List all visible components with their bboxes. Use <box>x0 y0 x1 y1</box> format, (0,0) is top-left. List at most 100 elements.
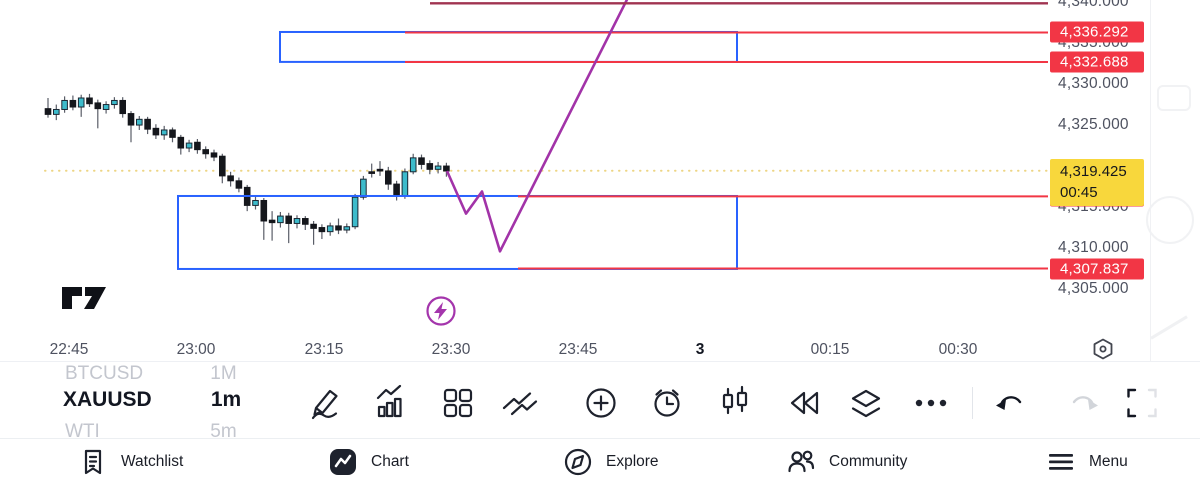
replay-button[interactable] <box>779 381 823 425</box>
candle-body <box>351 196 359 228</box>
candle-body <box>318 227 326 233</box>
candle-body <box>293 218 301 224</box>
symbol-row-xauusd[interactable]: XAUUSD 1m <box>63 388 241 412</box>
alert-button[interactable] <box>645 381 689 425</box>
explore-icon <box>564 448 592 476</box>
drawing-rectangle[interactable] <box>279 30 738 63</box>
time-label: 00:15 <box>810 341 850 358</box>
candle-body <box>443 165 450 172</box>
candle-body <box>326 225 334 233</box>
candle-body <box>360 178 367 198</box>
current-price-label[interactable]: 4,319.425 00:45 <box>1050 158 1144 206</box>
nav-label: Menu <box>1089 453 1128 470</box>
candle-body <box>268 219 276 224</box>
undo-button[interactable] <box>991 381 1035 425</box>
candle-body <box>119 99 127 115</box>
candle-body <box>102 104 110 110</box>
chart-canvas[interactable] <box>0 0 1200 362</box>
add-button[interactable] <box>579 381 623 425</box>
plus-circle-icon <box>586 388 616 418</box>
draw-button[interactable] <box>305 381 349 425</box>
candle-body <box>376 168 384 172</box>
nav-label: Watchlist <box>121 453 184 470</box>
price-tick: 4,325.000 <box>1058 116 1129 134</box>
nav-chart[interactable]: Chart <box>328 439 409 484</box>
candle-body <box>409 157 417 173</box>
candle-body <box>194 141 201 151</box>
fullscreen-icon <box>1127 388 1157 418</box>
candle-body <box>185 142 193 149</box>
candle-body <box>210 152 218 158</box>
trend-zigzag-line[interactable] <box>445 0 629 253</box>
watchlist-icon <box>84 449 102 475</box>
nav-community[interactable]: Community <box>786 439 907 484</box>
indicators-button[interactable] <box>370 381 414 425</box>
fullscreen-button[interactable] <box>1120 381 1164 425</box>
nav-label: Chart <box>371 453 409 470</box>
layout-grid-button[interactable] <box>436 381 480 425</box>
candle-body <box>385 170 392 185</box>
nav-menu[interactable]: Menu <box>1046 439 1128 484</box>
candle-body <box>219 155 226 177</box>
redo-button[interactable] <box>1059 381 1103 425</box>
candle-body <box>177 136 185 149</box>
candle-body <box>393 183 400 197</box>
nav-label: Explore <box>606 453 659 470</box>
candle-body <box>77 97 85 108</box>
candle-body <box>235 180 243 189</box>
candle-body <box>252 199 259 206</box>
time-label: 00:30 <box>938 341 978 358</box>
symbol-name: BTCUSD <box>65 363 144 384</box>
candle-body <box>136 118 143 126</box>
candle-body <box>401 171 409 197</box>
candles-icon <box>722 385 748 415</box>
toolbar-divider <box>0 361 1200 362</box>
candle-body <box>111 99 118 106</box>
alert-price-label[interactable]: 4,332.688 <box>1050 51 1144 73</box>
nav-explore[interactable]: Explore <box>563 439 659 484</box>
symbol-name: XAUUSD <box>63 388 152 411</box>
price-tick: 4,330.000 <box>1058 75 1129 93</box>
rewind-icon <box>790 391 819 415</box>
candle-body <box>127 113 135 126</box>
price-tick: 4,305.000 <box>1058 280 1129 298</box>
grid-icon <box>443 388 473 418</box>
ghost-circle <box>1146 196 1194 244</box>
current-price-value: 4,319.425 <box>1060 162 1127 180</box>
symbol-row-wti[interactable]: WTI 5m <box>65 421 237 443</box>
chart-icon <box>330 449 356 475</box>
candle-body <box>144 118 151 130</box>
price-axis[interactable]: 4,340.0004,335.0004,330.0004,325.0004,31… <box>1048 0 1160 362</box>
time-label: 23:00 <box>176 341 216 358</box>
ghost-rounded-square <box>1157 85 1191 111</box>
more-button[interactable] <box>909 381 953 425</box>
flash-button[interactable] <box>424 294 458 328</box>
bottom-nav: Watchlist Chart Explore Community <box>0 438 1200 484</box>
undo-icon <box>996 396 1022 410</box>
objects-button[interactable] <box>844 381 888 425</box>
alert-price-label[interactable]: 4,307.837 <box>1050 258 1144 280</box>
candle-body <box>61 99 68 110</box>
candle-body <box>302 218 309 225</box>
symbol-interval: 1M <box>210 363 237 384</box>
candle-body <box>277 215 284 224</box>
candle-body <box>260 199 268 222</box>
community-icon <box>788 450 815 473</box>
patterns-button[interactable] <box>498 381 542 425</box>
symbol-row-btcusd[interactable]: BTCUSD 1M <box>65 363 237 385</box>
candle-body <box>418 157 425 165</box>
toolbar-separator <box>972 387 973 419</box>
candle-body <box>227 175 234 182</box>
candle-body <box>343 226 351 231</box>
chart-type-button[interactable] <box>712 381 756 425</box>
bar-countdown: 00:45 <box>1060 183 1098 201</box>
draw-pencil-icon <box>311 389 338 420</box>
gear-icon[interactable] <box>1091 337 1115 361</box>
axis-right-border <box>1150 0 1151 362</box>
nav-watchlist[interactable]: Watchlist <box>78 439 183 484</box>
alert-price-label[interactable]: 4,336.292 <box>1050 21 1144 43</box>
nav-label: Community <box>829 453 908 470</box>
layers-icon <box>851 389 881 418</box>
candle-body <box>368 171 375 174</box>
candle-body <box>202 149 209 155</box>
